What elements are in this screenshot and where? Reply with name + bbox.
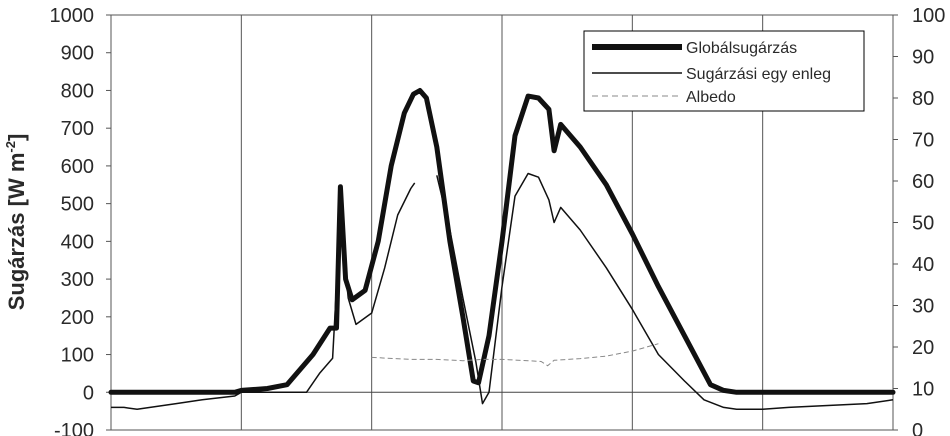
y-axis-label-sup: -2	[3, 141, 18, 153]
y-tick-label: 500	[61, 194, 94, 216]
y-tick-label: -100	[54, 420, 94, 436]
y2-tick-label: 90	[912, 47, 934, 69]
series-line-sugarzasi-egyenleg	[436, 172, 894, 411]
y-tick-label: 200	[61, 307, 94, 329]
y2-tick-label: 80	[912, 88, 934, 110]
y2-tick-label: 50	[912, 213, 934, 235]
series-line-globalsugarzas	[108, 88, 896, 395]
y2-tick-label: 0	[912, 420, 923, 436]
y2-tick-label: 30	[912, 296, 934, 318]
y2-tick-label: 70	[912, 130, 934, 152]
y-tick-label: 100	[61, 345, 94, 367]
legend-label-albedo: Albedo	[686, 89, 736, 106]
legend-box	[583, 30, 865, 112]
y2-tick-label: 20	[912, 337, 934, 359]
y-tick-label: 300	[61, 269, 94, 291]
series-line-sugarzasi-egyenleg	[111, 182, 416, 411]
y-tick-label: 800	[61, 80, 94, 102]
y-tick-label: 600	[61, 156, 94, 178]
y-tick-label: 0	[83, 382, 94, 404]
y-tick-label: 400	[61, 231, 94, 253]
y-tick-label: 900	[61, 43, 94, 65]
y-axis-label-main: Sugárzás [W m	[4, 153, 29, 311]
y-axis-label: Sugárzás [W m-2]	[3, 134, 29, 311]
y2-tick-label: 60	[912, 171, 934, 193]
y-axis-label-close: ]	[4, 134, 29, 141]
legend-label-sugarzasi-egyenleg: Sugárzási egy enleg	[686, 66, 831, 83]
series-line-albedo	[371, 343, 659, 367]
legend-label-globalsugarzas: Globálsugárzás	[686, 40, 797, 57]
y2-tick-label: 100	[912, 5, 945, 27]
y-tick-label: 700	[61, 118, 94, 140]
y-tick-label: 1000	[50, 5, 95, 27]
legend: Globálsugárzás Sugárzási egy enleg Albed…	[583, 30, 865, 112]
y2-tick-label: 10	[912, 379, 934, 401]
y2-tick-label: 40	[912, 254, 934, 276]
series-layer	[108, 88, 896, 411]
